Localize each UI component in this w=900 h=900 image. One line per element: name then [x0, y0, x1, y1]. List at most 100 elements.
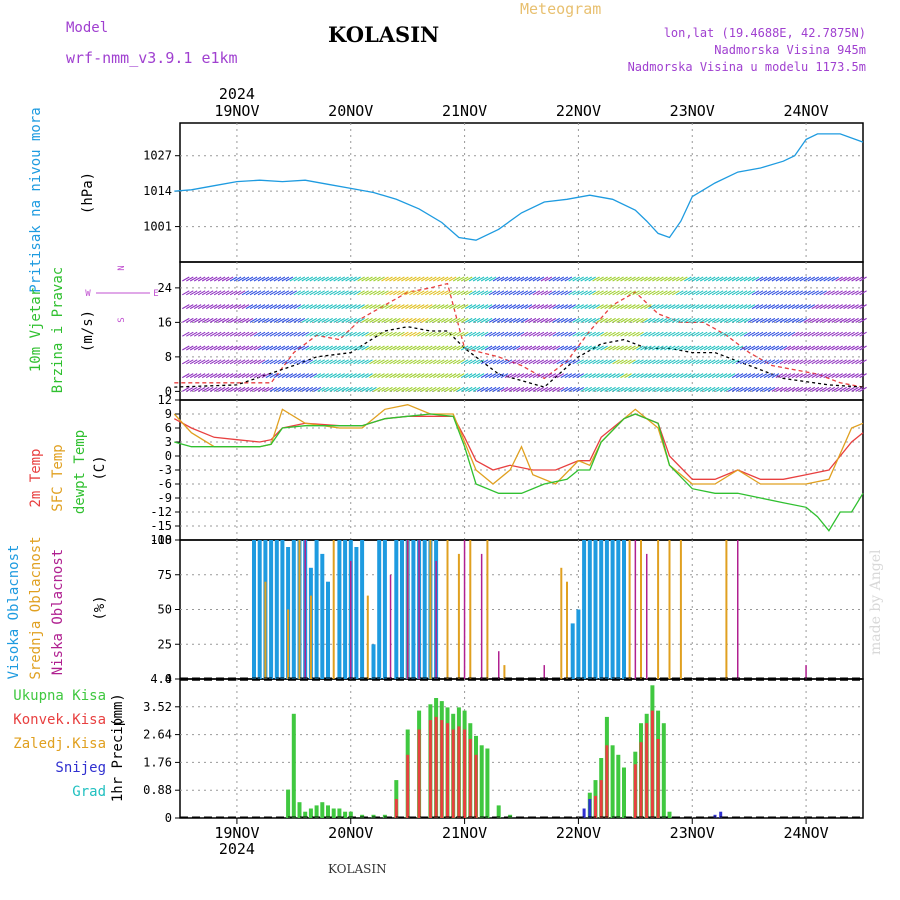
wind-barb: [205, 345, 214, 351]
footer-station: KOLASIN: [328, 862, 387, 876]
wind-barb: [604, 331, 612, 337]
wind-barb: [297, 373, 306, 379]
wind-barb: [644, 276, 652, 282]
wind-barb: [839, 276, 847, 282]
wind-barb: [775, 331, 784, 337]
y-tick-label: 4.4: [150, 672, 172, 686]
wind-barb: [456, 359, 465, 365]
wind-barb: [273, 373, 282, 379]
wind-barb: [636, 359, 644, 365]
wind-barb: [775, 386, 784, 392]
wind-barb: [688, 317, 696, 323]
wind-barb: [859, 373, 867, 379]
bar-srednja-oblacnost: [657, 540, 660, 679]
wind-barb: [484, 276, 493, 282]
wind-barb: [684, 331, 692, 337]
wind-barb: [508, 345, 517, 351]
wind-barb: [345, 345, 353, 351]
wind-barb: [205, 386, 214, 392]
wind-barb: [648, 373, 656, 379]
wind-barb: [819, 331, 827, 337]
wind-barb: [795, 386, 804, 392]
wind-barb: [186, 304, 194, 310]
wind-barb: [193, 290, 202, 296]
wind-barb: [815, 317, 824, 323]
compass-s: S: [117, 317, 127, 322]
wind-barb: [381, 331, 389, 337]
wind-barb: [596, 345, 604, 351]
wind-barb: [213, 345, 222, 351]
wind-barb: [616, 386, 624, 392]
wind-barb: [369, 359, 377, 365]
wind-barb: [803, 317, 812, 323]
wind-barb: [632, 359, 640, 365]
wind-barb: [771, 317, 780, 323]
wind-barb: [747, 373, 756, 379]
wind-barb: [763, 373, 772, 379]
wind-barb: [528, 304, 537, 310]
wind-barb: [580, 317, 588, 323]
wind-barb: [608, 386, 616, 392]
wind-barb: [249, 276, 258, 282]
wind-barb: [409, 331, 417, 337]
wind-barb: [544, 317, 553, 323]
wind-barb: [425, 345, 433, 351]
wind-barb: [731, 290, 740, 296]
wind-barb: [341, 317, 349, 323]
wind-barb: [743, 331, 752, 337]
wind-barb: [425, 331, 433, 337]
bar-ukupna-kisa: [343, 811, 348, 818]
wind-barb: [715, 373, 724, 379]
model-altitude-label: Nadmorska Visina u modelu 1173.5m: [627, 60, 866, 74]
wind-barb: [564, 373, 573, 379]
wind-barb: [600, 276, 608, 282]
wind-barb: [508, 276, 517, 282]
wind-barb: [676, 345, 684, 351]
wind-barb: [229, 345, 238, 351]
wind-barb: [361, 276, 369, 282]
wind-barb: [317, 276, 325, 282]
wind-barb: [676, 359, 684, 365]
bar-konvek-kisa: [639, 742, 643, 818]
y-tick-label: 0: [165, 672, 172, 686]
wind-barb: [337, 317, 345, 323]
wind-barb: [719, 276, 728, 282]
wind-barb: [189, 304, 198, 310]
bar-visoka-oblacnost: [269, 540, 274, 679]
wind-barb: [568, 386, 576, 392]
wind-barb: [444, 345, 453, 351]
bar-konvek-kisa: [599, 780, 603, 818]
wind-barb: [520, 331, 529, 337]
wind-barb: [560, 331, 569, 337]
wind-barb: [381, 359, 389, 365]
wind-barb: [735, 359, 744, 365]
x-top-date-label: 19NOV: [214, 102, 259, 120]
wind-barb: [572, 373, 580, 379]
wind-barb: [488, 386, 497, 392]
wind-barb: [839, 317, 847, 323]
wind-barb: [413, 345, 421, 351]
bar-visoka-oblacnost: [320, 553, 325, 679]
wind-barb: [779, 386, 788, 392]
wind-barb: [452, 331, 461, 337]
wind-barb: [413, 290, 421, 296]
wind-barb: [636, 317, 644, 323]
wind-barb: [385, 317, 393, 323]
bar-konvek-kisa: [463, 729, 467, 818]
altitude-label: Nadmorska Visina 945m: [714, 43, 866, 57]
wind-barb: [807, 290, 816, 296]
wind-barb: [632, 386, 640, 392]
bar-ukupna-kisa: [291, 713, 296, 819]
wind-barb: [253, 317, 262, 323]
bar-visoka-oblacnost: [343, 540, 348, 679]
wind-barb: [536, 304, 545, 310]
wind-barb: [556, 359, 565, 365]
wind-barb: [429, 276, 437, 282]
wind-barb: [847, 386, 855, 392]
wind-barb: [512, 276, 521, 282]
wind-barb: [504, 359, 513, 365]
wind-barb: [373, 276, 381, 282]
wind-barb: [201, 345, 210, 351]
wind-barb: [636, 386, 644, 392]
wind-barb: [727, 345, 736, 351]
